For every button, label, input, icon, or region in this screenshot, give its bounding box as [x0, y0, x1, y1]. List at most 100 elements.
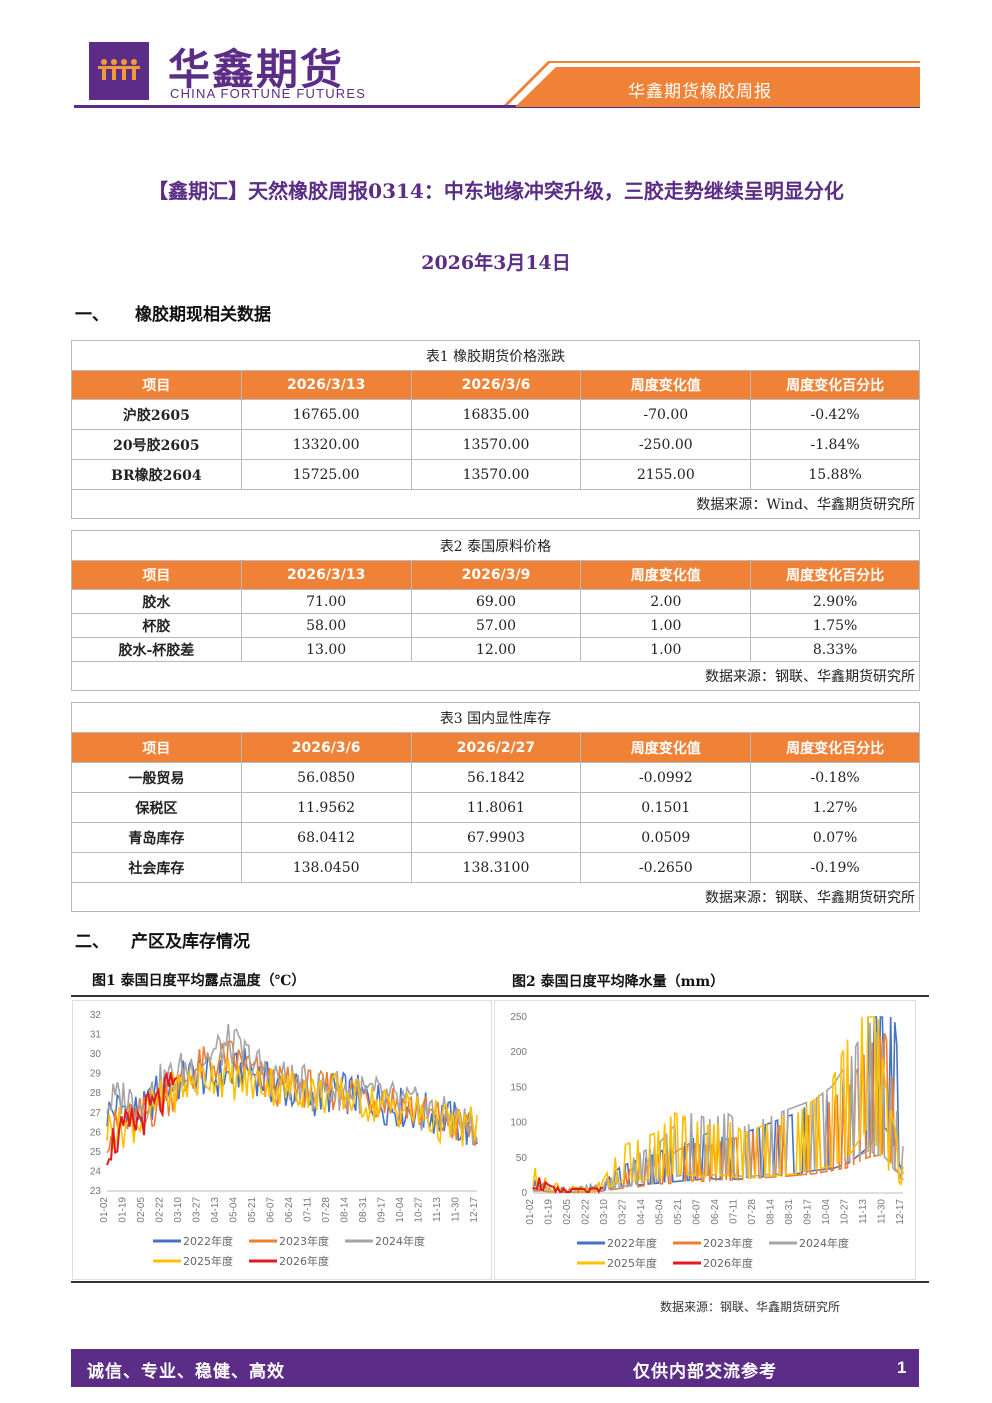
table-cell: 一般贸易: [71, 762, 242, 793]
x-tick-label: 02-05: [562, 1199, 573, 1225]
x-tick-label: 05-04: [229, 1197, 240, 1223]
y-tick-label: 200: [510, 1047, 527, 1058]
table-cell: -1.84%: [750, 429, 920, 460]
legend-label: 2023年度: [279, 1234, 329, 1248]
table-cell: 13.00: [240, 637, 412, 662]
x-tick-label: 03-10: [173, 1197, 184, 1223]
futures-price-table: 表1 橡胶期货价格涨跌 项目 2026/3/13 2026/3/6 周度变化值 …: [71, 340, 920, 519]
table-cell: 社会库存: [71, 852, 242, 883]
x-tick-label: 08-31: [784, 1199, 795, 1225]
x-tick-label: 10-04: [821, 1199, 832, 1225]
logo-english-name: CHINA FORTUNE FUTURES: [170, 86, 367, 101]
table-header: 2026/3/6: [240, 732, 412, 763]
x-tick-label: 04-13: [210, 1197, 221, 1223]
x-tick-label: 08-31: [358, 1197, 369, 1223]
x-tick-label: 01-02: [525, 1199, 536, 1225]
table-cell: 56.1842: [410, 762, 582, 793]
x-tick-label: 06-07: [266, 1197, 277, 1223]
report-title: 【鑫期汇】天然橡胶周报0314：中东地缘冲突升级，三胶走势继续呈明显分化: [148, 179, 844, 203]
table-cell: 138.0450: [240, 852, 412, 883]
table-cell: 13570.00: [410, 429, 582, 460]
x-tick-label: 05-21: [673, 1199, 684, 1225]
section-number: 二、: [75, 932, 109, 952]
table-cell: 16765.00: [240, 399, 412, 430]
x-tick-label: 12-17: [895, 1199, 906, 1225]
table-header: 项目: [71, 732, 242, 763]
y-tick-label: 25: [90, 1147, 102, 1158]
table-header: 周度变化百分比: [750, 732, 920, 763]
series-line: [106, 1056, 478, 1151]
table-cell: 57.00: [410, 613, 582, 638]
report-name: 华鑫期货橡胶周报: [628, 82, 772, 102]
rainfall-chart: 0 50 100 150 200 250 01-02 01-19 02-05 02-22 03-10…: [510, 1012, 906, 1270]
x-tick-label: 03-10: [599, 1199, 610, 1225]
table-cell: 青岛库存: [71, 822, 242, 853]
figure-2-caption: 图2 泰国日度平均降水量（mm）: [512, 974, 725, 990]
table-cell: 16835.00: [410, 399, 582, 430]
table-cell: 2.90%: [750, 589, 920, 614]
x-tick-label: 01-19: [118, 1197, 129, 1223]
table-cell: 12.00: [410, 637, 582, 662]
table-source: 数据来源：钢联、华鑫期货研究所: [71, 661, 920, 691]
table-cell: 1.75%: [750, 613, 920, 638]
series-line: [106, 1048, 478, 1145]
table-cell: 71.00: [240, 589, 412, 614]
table-cell: 0.07%: [750, 822, 920, 853]
x-tick-label: 10-04: [395, 1197, 406, 1223]
table-cell: 0.0509: [580, 822, 752, 853]
company-logo: [89, 42, 149, 100]
figure-1-panel: 23 24 25 26 27 28 29 30 31 32 01-02 01-19 02-05 02-22…: [72, 1000, 492, 1280]
table-cell: 15725.00: [240, 459, 412, 490]
x-tick-label: 04-14: [636, 1199, 647, 1225]
section-1-heading: 一、 橡胶期现相关数据: [75, 300, 271, 325]
table-cell: 69.00: [410, 589, 582, 614]
figure-bottom-rule: [71, 1281, 929, 1283]
table-cell: 1.00: [580, 637, 752, 662]
page-number: 1: [897, 1358, 907, 1377]
x-tick-label: 05-21: [247, 1197, 258, 1223]
figure-1-caption: 图1 泰国日度平均露点温度（℃）: [92, 973, 306, 989]
x-tick-label: 05-04: [655, 1199, 666, 1225]
table-row: 沪胶2605 16765.00 16835.00 -70.00 -0.42%: [71, 399, 920, 430]
table-cell: -0.19%: [750, 852, 920, 883]
legend-label: 2022年度: [183, 1234, 233, 1248]
table-cell: 杯胶: [71, 613, 242, 638]
fortune-people-icon: [98, 59, 140, 80]
section-title: 橡胶期现相关数据: [135, 305, 271, 325]
section-number: 一、: [75, 305, 109, 325]
table-cell: 138.3100: [410, 852, 582, 883]
table-row: 杯胶 58.00 57.00 1.00 1.75%: [71, 613, 920, 638]
table-cell: 8.33%: [750, 637, 920, 662]
dew-point-chart: 23 24 25 26 27 28 29 30 31 32 01-02 01-19 02-05 02-22…: [90, 1010, 480, 1268]
legend-label: 2026年度: [703, 1256, 753, 1270]
legend-label: 2025年度: [183, 1254, 233, 1268]
y-tick-label: 31: [90, 1030, 102, 1041]
figure-source: 数据来源：钢联、华鑫期货研究所: [660, 1300, 841, 1314]
y-tick-label: 28: [90, 1088, 102, 1099]
y-tick-label: 23: [90, 1186, 102, 1197]
table-cell: -70.00: [580, 399, 752, 430]
table-row: 社会库存 138.0450 138.3100 -0.2650 -0.19%: [71, 852, 920, 883]
header-banner: [74, 61, 920, 108]
table-cell: 58.00: [240, 613, 412, 638]
footer-bar: [71, 1349, 919, 1387]
y-tick-label: 0: [521, 1188, 527, 1199]
y-tick-label: 27: [90, 1108, 102, 1119]
x-tick-label: 08-14: [340, 1197, 351, 1223]
legend-label: 2022年度: [607, 1236, 657, 1250]
table-cell: 68.0412: [240, 822, 412, 853]
table-cell: 11.9562: [240, 792, 412, 823]
x-tick-label: 02-22: [581, 1199, 592, 1225]
y-tick-label: 250: [510, 1012, 527, 1023]
legend-label: 2023年度: [703, 1236, 753, 1250]
x-tick-label: 06-24: [284, 1197, 295, 1223]
x-tick-label: 10-27: [840, 1199, 851, 1225]
table-row: 胶水 71.00 69.00 2.00 2.90%: [71, 589, 920, 614]
x-tick-label: 07-28: [747, 1199, 758, 1225]
domestic-inventory-table: 表3 国内显性库存 项目 2026/3/6 2026/2/27 周度变化值 周度…: [71, 702, 920, 912]
table-cell: 13570.00: [410, 459, 582, 490]
table-cell: 保税区: [71, 792, 242, 823]
table-header: 周度变化百分比: [750, 560, 920, 590]
table-header: 周度变化值: [580, 370, 752, 400]
table-cell: 1.27%: [750, 792, 920, 823]
